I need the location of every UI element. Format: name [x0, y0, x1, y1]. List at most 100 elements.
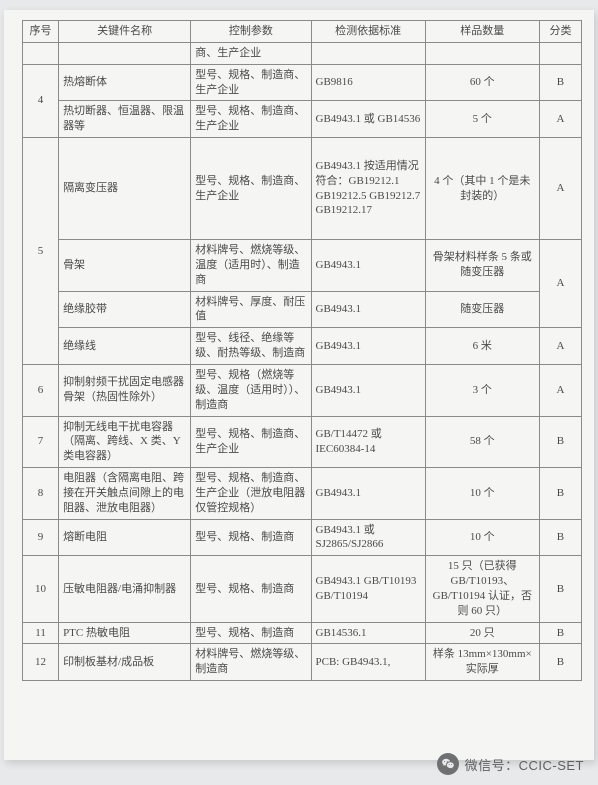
- cell: B: [539, 644, 581, 681]
- cell: 型号、规格、制造商、生产企业: [191, 138, 311, 240]
- header-qty: 样品数量: [425, 21, 539, 43]
- cell: 4 个（其中 1 个是未封装的）: [425, 138, 539, 240]
- cell: 骨架: [59, 240, 191, 292]
- cell: B: [539, 64, 581, 101]
- cell: GB/T14472 或 IEC60384-14: [311, 416, 425, 468]
- table-row: 热切断器、恒温器、限温器等 型号、规格、制造商、生产企业 GB4943.1 或 …: [23, 101, 582, 138]
- table-row: 6 抑制射频干扰固定电感器骨架（热固性除外） 型号、规格（燃烧等级、温度（适用时…: [23, 364, 582, 416]
- cell: 骨架材料样条 5 条或随变压器: [425, 240, 539, 292]
- table-row: 10 压敏电阻器/电涌抑制器 型号、规格、制造商 GB4943.1 GB/T10…: [23, 556, 582, 622]
- table-row: 骨架 材料牌号、燃烧等级、温度（适用时）、制造商 GB4943.1 骨架材料样条…: [23, 240, 582, 292]
- cell: 绝缘线: [59, 328, 191, 365]
- table-row: 商、生产企业: [23, 42, 582, 64]
- table-row: 7 抑制无线电干扰电容器（隔离、跨线、X 类、Y 类电容器） 型号、规格、制造商…: [23, 416, 582, 468]
- header-name: 关键件名称: [59, 21, 191, 43]
- cell-seq: 11: [23, 622, 59, 644]
- header-cls: 分类: [539, 21, 581, 43]
- cell: 型号、规格、制造商: [191, 519, 311, 556]
- cell: A: [539, 101, 581, 138]
- cell: 随变压器: [425, 291, 539, 328]
- cell: GB9816: [311, 64, 425, 101]
- cell: GB4943.1: [311, 291, 425, 328]
- cell: 60 个: [425, 64, 539, 101]
- cell: A: [539, 328, 581, 365]
- cell: 材料牌号、燃烧等级、温度（适用时）、制造商: [191, 240, 311, 292]
- spec-table: 序号 关键件名称 控制参数 检测依据标准 样品数量 分类 商、生产企业 4 热熔…: [22, 20, 582, 681]
- cell: 抑制无线电干扰电容器（隔离、跨线、X 类、Y 类电容器）: [59, 416, 191, 468]
- cell: 5 个: [425, 101, 539, 138]
- cell: 3 个: [425, 364, 539, 416]
- table-row: 12 印制板基材/成品板 材料牌号、燃烧等级、制造商 PCB: GB4943.1…: [23, 644, 582, 681]
- cell: 电阻器（含隔离电阻、跨接在开关触点间隙上的电阻器、泄放电阻器）: [59, 468, 191, 520]
- table-row: 11 PTC 热敏电阻 型号、规格、制造商 GB14536.1 20 只 B: [23, 622, 582, 644]
- cell: PCB: GB4943.1,: [311, 644, 425, 681]
- cell: 10 个: [425, 468, 539, 520]
- cell: GB4943.1 按适用情况符合：GB19212.1 GB19212.5 GB1…: [311, 138, 425, 240]
- header-std: 检测依据标准: [311, 21, 425, 43]
- table-row: 8 电阻器（含隔离电阻、跨接在开关触点间隙上的电阻器、泄放电阻器） 型号、规格、…: [23, 468, 582, 520]
- cell: 压敏电阻器/电涌抑制器: [59, 556, 191, 622]
- cell-seq: 7: [23, 416, 59, 468]
- cell: 材料牌号、厚度、耐压值: [191, 291, 311, 328]
- table-row: 4 热熔断体 型号、规格、制造商、生产企业 GB9816 60 个 B: [23, 64, 582, 101]
- cell-seq: 5: [23, 138, 59, 365]
- cell-seq: 12: [23, 644, 59, 681]
- cell: 型号、规格、制造商: [191, 556, 311, 622]
- cell: 型号、规格、制造商、生产企业: [191, 101, 311, 138]
- cell-seq: 4: [23, 64, 59, 137]
- cell: 58 个: [425, 416, 539, 468]
- cell-seq: 8: [23, 468, 59, 520]
- cell: 型号、规格、制造商、生产企业: [191, 64, 311, 101]
- document-page: 序号 关键件名称 控制参数 检测依据标准 样品数量 分类 商、生产企业 4 热熔…: [4, 10, 594, 760]
- cell-seq: 9: [23, 519, 59, 556]
- cell: 15 只（已获得 GB/T10193、GB/T10194 认证，否则 60 只）: [425, 556, 539, 622]
- cell: GB4943.1: [311, 328, 425, 365]
- cell: 材料牌号、燃烧等级、制造商: [191, 644, 311, 681]
- cell: A: [539, 364, 581, 416]
- wechat-footer: 微信号：CCIC-SET: [437, 753, 584, 775]
- cell: 熔断电阻: [59, 519, 191, 556]
- cell: 10 个: [425, 519, 539, 556]
- cell: 型号、规格、制造商: [191, 622, 311, 644]
- cell: 印制板基材/成品板: [59, 644, 191, 681]
- table-row: 9 熔断电阻 型号、规格、制造商 GB4943.1 或 SJ2865/SJ286…: [23, 519, 582, 556]
- cell: 型号、规格（燃烧等级、温度（适用时））、制造商: [191, 364, 311, 416]
- cell: A: [539, 240, 581, 328]
- header-seq: 序号: [23, 21, 59, 43]
- cell: B: [539, 556, 581, 622]
- cell: B: [539, 468, 581, 520]
- header-ctrl: 控制参数: [191, 21, 311, 43]
- wechat-label: 微信号：CCIC-SET: [465, 755, 584, 774]
- cell: 6 米: [425, 328, 539, 365]
- cell: 抑制射频干扰固定电感器骨架（热固性除外）: [59, 364, 191, 416]
- cell: B: [539, 519, 581, 556]
- table-header-row: 序号 关键件名称 控制参数 检测依据标准 样品数量 分类: [23, 21, 582, 43]
- cell: GB4943.1 或 GB14536: [311, 101, 425, 138]
- wechat-icon: [437, 753, 459, 775]
- table-row: 绝缘胶带 材料牌号、厚度、耐压值 GB4943.1 随变压器: [23, 291, 582, 328]
- cell-seq: 10: [23, 556, 59, 622]
- cell: B: [539, 622, 581, 644]
- cell: 热熔断体: [59, 64, 191, 101]
- cell: GB4943.1 或 SJ2865/SJ2866: [311, 519, 425, 556]
- cell: GB14536.1: [311, 622, 425, 644]
- cell: GB4943.1: [311, 468, 425, 520]
- cell: 20 只: [425, 622, 539, 644]
- cell: GB4943.1 GB/T10193 GB/T10194: [311, 556, 425, 622]
- cell: A: [539, 138, 581, 240]
- cell: GB4943.1: [311, 364, 425, 416]
- table-row: 5 隔离变压器 型号、规格、制造商、生产企业 GB4943.1 按适用情况符合：…: [23, 138, 582, 240]
- cell: 隔离变压器: [59, 138, 191, 240]
- cell: 型号、规格、制造商、生产企业: [191, 416, 311, 468]
- cell: 绝缘胶带: [59, 291, 191, 328]
- cell: GB4943.1: [311, 240, 425, 292]
- cell: 型号、规格、制造商、生产企业（泄放电阻器仅管控规格）: [191, 468, 311, 520]
- cell: 商、生产企业: [191, 42, 311, 64]
- cell-seq: 6: [23, 364, 59, 416]
- cell: 样条 13mm×130mm×实际厚: [425, 644, 539, 681]
- cell: B: [539, 416, 581, 468]
- cell: 热切断器、恒温器、限温器等: [59, 101, 191, 138]
- cell: 型号、线径、绝缘等级、耐热等级、制造商: [191, 328, 311, 365]
- cell: PTC 热敏电阻: [59, 622, 191, 644]
- table-row: 绝缘线 型号、线径、绝缘等级、耐热等级、制造商 GB4943.1 6 米 A: [23, 328, 582, 365]
